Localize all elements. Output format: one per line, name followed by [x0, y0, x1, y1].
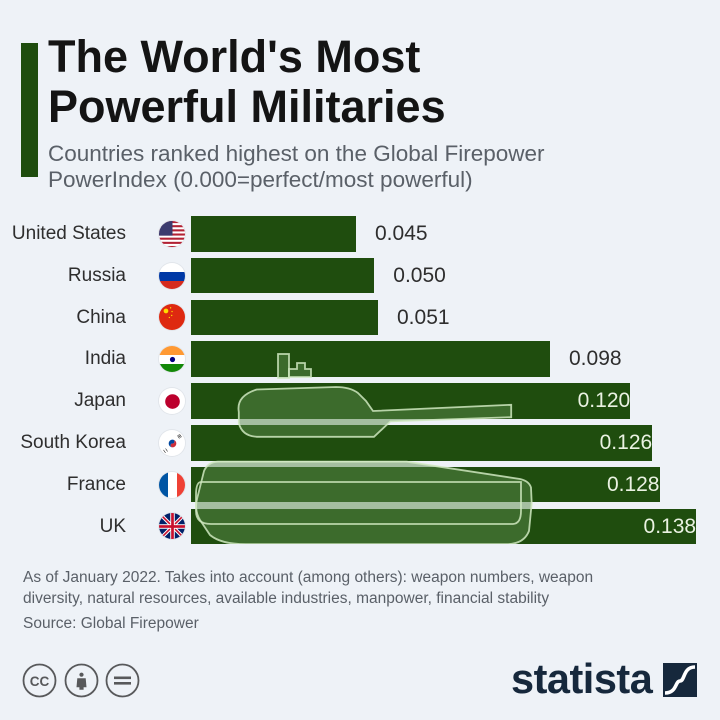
svg-text:CC: CC — [30, 674, 50, 689]
